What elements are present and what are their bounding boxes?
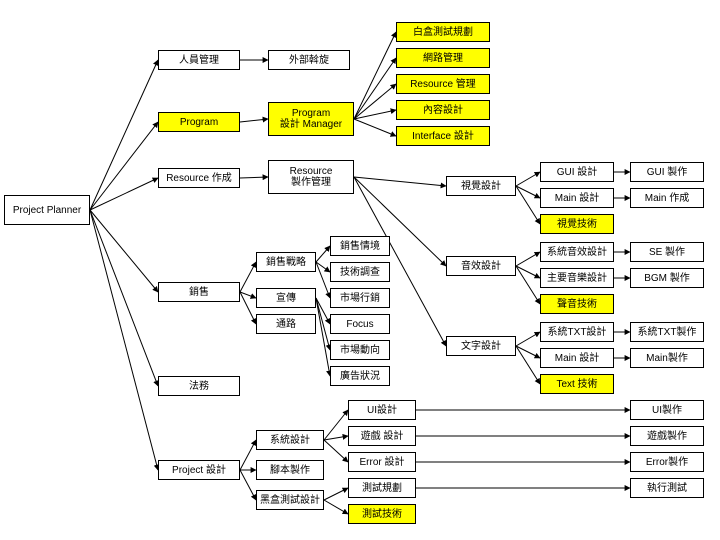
node-game_make: 遊戲製作 — [630, 426, 704, 446]
node-ad_status: 廣告狀況 — [330, 366, 390, 386]
edge-root-proj_design — [90, 210, 158, 470]
edge-visual_d-visual_tech — [516, 186, 540, 224]
node-proj_design: Project 設計 — [158, 460, 240, 480]
node-bgm_make: BGM 製作 — [630, 268, 704, 288]
edge-program-pdm — [240, 119, 268, 122]
node-gui_d: GUI 設計 — [540, 162, 614, 182]
node-run_test: 執行測試 — [630, 478, 704, 498]
node-main_make1: Main 作成 — [630, 188, 704, 208]
edge-promo-mkt_trend — [316, 298, 330, 350]
node-channel: 通路 — [256, 314, 316, 334]
node-sys_design: 系統設計 — [256, 430, 324, 450]
node-sys_txt_d: 系統TXT設計 — [540, 322, 614, 342]
node-res_prod_mgmt: Resource 製作管理 — [268, 160, 354, 194]
node-whitebox: 白盒測試規劃 — [396, 22, 490, 42]
edge-text_d-main_d2 — [516, 346, 540, 358]
node-text_d: 文字設計 — [446, 336, 516, 356]
edge-sales-channel — [240, 292, 256, 324]
node-main_d2: Main 設計 — [540, 348, 614, 368]
node-gui_make: GUI 製作 — [630, 162, 704, 182]
node-mkt: 市場行銷 — [330, 288, 390, 308]
node-res_mgmt: Resource 管理 — [396, 74, 490, 94]
node-net_mgmt: 網路管理 — [396, 48, 490, 68]
node-promo: 宣傳 — [256, 288, 316, 308]
edge-pdm-iface_d — [354, 119, 396, 136]
edge-sys_design-error_d — [324, 440, 348, 462]
edge-audio_d-main_music_d — [516, 266, 540, 278]
node-ext_spin: 外部斡旋 — [268, 50, 350, 70]
edge-promo-focus — [316, 298, 330, 324]
edge-text_d-sys_txt_d — [516, 332, 540, 346]
node-ui_d: UI設計 — [348, 400, 416, 420]
edge-sales-promo — [240, 292, 256, 298]
diagram-stage: Project Planner 人員管理 外部斡旋 Program Program 設計… — [0, 0, 720, 540]
edge-proj_design-sys_design — [240, 440, 256, 470]
node-program: Program — [158, 112, 240, 132]
edge-pdm-whitebox — [354, 32, 396, 119]
node-root: Project Planner — [4, 195, 90, 225]
node-error_d: Error 設計 — [348, 452, 416, 472]
node-legal: 法務 — [158, 376, 240, 396]
edge-sys_design-game_d — [324, 436, 348, 440]
node-script_make: 腳本製作 — [256, 460, 324, 480]
node-tech_survey: 技術調查 — [330, 262, 390, 282]
edge-visual_d-gui_d — [516, 172, 540, 186]
edge-pdm-res_mgmt — [354, 84, 396, 119]
node-test_plan: 測試規劃 — [348, 478, 416, 498]
node-audio_d: 音效設計 — [446, 256, 516, 276]
node-person_mgmt: 人員管理 — [158, 50, 240, 70]
node-sales: 銷售 — [158, 282, 240, 302]
edge-sales-sales_strat — [240, 262, 256, 292]
node-blackbox: 黑盒測試設計 — [256, 490, 324, 510]
edge-root-person_mgmt — [90, 60, 158, 210]
node-focus: Focus — [330, 314, 390, 334]
edge-promo-ad_status — [316, 298, 330, 376]
node-main_music_d: 主要音樂設計 — [540, 268, 614, 288]
node-test_tech: 測試技術 — [348, 504, 416, 524]
node-visual_tech: 視覺技術 — [540, 214, 614, 234]
edge-sys_design-ui_d — [324, 410, 348, 440]
node-ui_make: UI製作 — [630, 400, 704, 420]
edge-sales_strat-tech_survey — [316, 262, 330, 272]
edge-sales_strat-sales_sit — [316, 246, 330, 262]
node-se_make: SE 製作 — [630, 242, 704, 262]
node-visual_d: 視覺設計 — [446, 176, 516, 196]
node-mkt_trend: 市場動向 — [330, 340, 390, 360]
node-sales_strat: 銷售戰略 — [256, 252, 316, 272]
node-pdm: Program 設計 Manager — [268, 102, 354, 136]
node-res_make: Resource 作成 — [158, 168, 240, 188]
edge-res_make-res_prod_mgmt — [240, 177, 268, 178]
edge-blackbox-test_plan — [324, 488, 348, 500]
node-sales_sit: 銷售情境 — [330, 236, 390, 256]
edge-visual_d-main_d1 — [516, 186, 540, 198]
edge-audio_d-sys_sfx_d — [516, 252, 540, 266]
node-main_d1: Main 設計 — [540, 188, 614, 208]
edge-blackbox-test_tech — [324, 500, 348, 514]
node-main_make2: Main製作 — [630, 348, 704, 368]
edge-res_prod_mgmt-visual_d — [354, 177, 446, 186]
node-sys_sfx_d: 系統音效設計 — [540, 242, 614, 262]
edge-pdm-net_mgmt — [354, 58, 396, 119]
edge-proj_design-blackbox — [240, 470, 256, 500]
edge-root-program — [90, 122, 158, 210]
edge-audio_d-sound_tech — [516, 266, 540, 304]
node-sound_tech: 聲音技術 — [540, 294, 614, 314]
edge-root-sales — [90, 210, 158, 292]
edge-root-res_make — [90, 178, 158, 210]
node-error_make: Error製作 — [630, 452, 704, 472]
node-content_d: 內容設計 — [396, 100, 490, 120]
edge-text_d-text_tech — [516, 346, 540, 384]
edge-pdm-content_d — [354, 110, 396, 119]
edge-root-legal — [90, 210, 158, 386]
node-game_d: 遊戲 設計 — [348, 426, 416, 446]
node-sys_txt_make: 系統TXT製作 — [630, 322, 704, 342]
node-iface_d: Interface 設計 — [396, 126, 490, 146]
edge-sales_strat-mkt — [316, 262, 330, 298]
node-text_tech: Text 技術 — [540, 374, 614, 394]
